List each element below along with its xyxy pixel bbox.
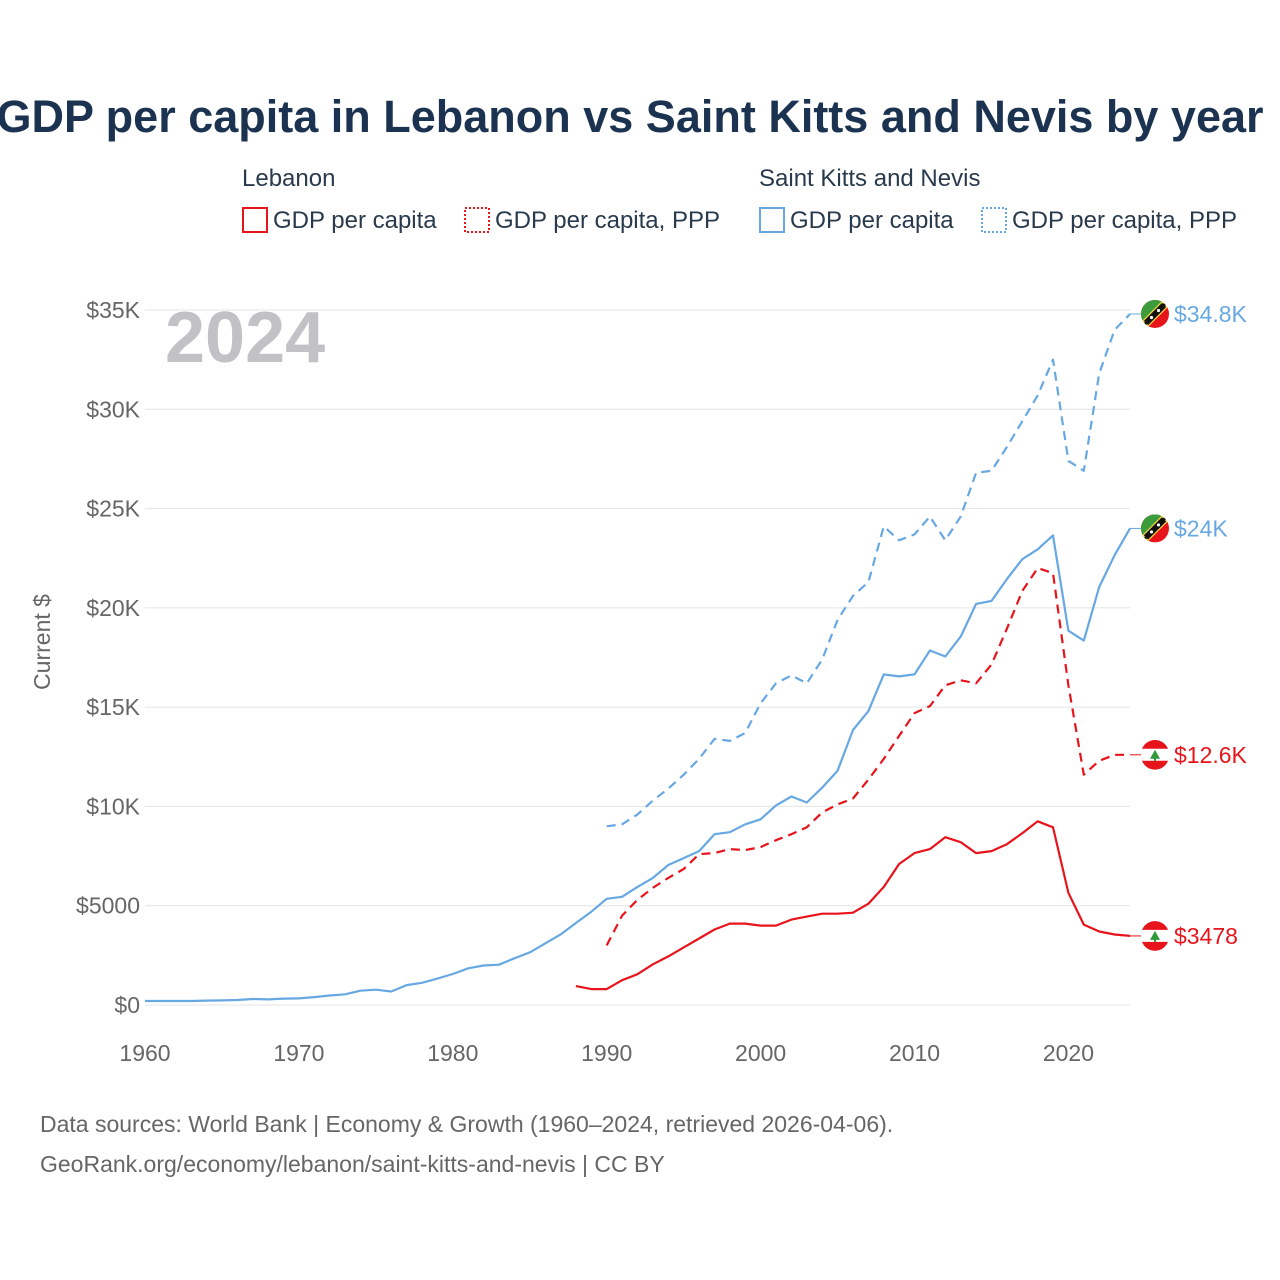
source-line-1: Data sources: World Bank | Economy & Gro… [40, 1111, 893, 1137]
lebanon-flag-icon [1141, 921, 1169, 951]
x-tick-label: 2000 [735, 1040, 786, 1066]
legend-item-lebanon-ppp[interactable]: GDP per capita, PPP [495, 207, 720, 234]
end-label-value: $24K [1174, 515, 1228, 541]
series-line-lebanon-gdp-per-capita[interactable] [575, 820, 1131, 991]
series-line-lebanon-gdp-per-capita-ppp[interactable] [605, 567, 1130, 946]
x-tick-label: 1970 [273, 1040, 324, 1066]
y-tick-label: $20K [86, 595, 140, 621]
y-axis-title: Current $ [29, 594, 55, 690]
lebanon-flag-icon [1141, 739, 1169, 770]
y-tick-label: $35K [86, 297, 140, 323]
y-tick-label: $5000 [76, 893, 140, 919]
x-axis-ticks: 1960 1970 1980 1990 2000 2010 2020 [119, 1040, 1094, 1066]
y-tick-label: $15K [86, 694, 140, 720]
legend-item-skn-gdp[interactable]: GDP per capita [790, 207, 954, 234]
legend-item-lebanon-gdp[interactable]: GDP per capita [273, 207, 437, 234]
y-tick-label: $25K [86, 496, 140, 522]
y-tick-label: $10K [86, 793, 140, 819]
series-line-saint-kitts-and-nevis-gdp-per-capita[interactable] [145, 527, 1131, 1003]
x-tick-label: 2020 [1043, 1040, 1094, 1066]
y-tick-label: $0 [114, 992, 140, 1018]
end-label-value: $34.8K [1174, 301, 1248, 327]
series-line-saint-kitts-and-nevis-gdp-per-capita-ppp[interactable] [606, 313, 1131, 828]
legend: Lebanon Saint Kitts and Nevis GDP per ca… [242, 165, 1237, 234]
end-label-value: $12.6K [1174, 742, 1248, 768]
x-tick-label: 1990 [581, 1040, 632, 1066]
legend-item-skn-ppp[interactable]: GDP per capita, PPP [1012, 207, 1237, 234]
legend-group-skn: Saint Kitts and Nevis [759, 165, 980, 192]
legend-swatch-skn-ppp [981, 207, 1007, 233]
legend-swatch-skn-gdp [759, 207, 785, 233]
y-axis-ticks: $0 $5000 $10K $15K $20K $25K $30K $35K [76, 297, 141, 1018]
saint-kitts-and-nevis-flag-icon [1141, 299, 1169, 328]
legend-swatch-lebanon-gdp [242, 207, 268, 233]
legend-group-lebanon: Lebanon [242, 165, 335, 192]
x-tick-label: 2010 [889, 1040, 940, 1066]
x-tick-label: 1960 [119, 1040, 170, 1066]
y-tick-label: $30K [86, 396, 140, 422]
x-tick-label: 1980 [427, 1040, 478, 1066]
source-line-2[interactable]: GeoRank.org/economy/lebanon/saint-kitts-… [40, 1151, 665, 1177]
chart-title: GDP per capita in Lebanon vs Saint Kitts… [0, 91, 1264, 142]
end-labels: $34.8K $24K $12.6K $3478 [1130, 299, 1248, 951]
year-label: 2024 [165, 298, 325, 378]
legend-swatch-lebanon-ppp [464, 207, 490, 233]
gridlines [145, 309, 1130, 1006]
series-lines [145, 313, 1131, 1003]
saint-kitts-and-nevis-flag-icon [1141, 514, 1169, 543]
end-label-value: $3478 [1174, 923, 1238, 949]
